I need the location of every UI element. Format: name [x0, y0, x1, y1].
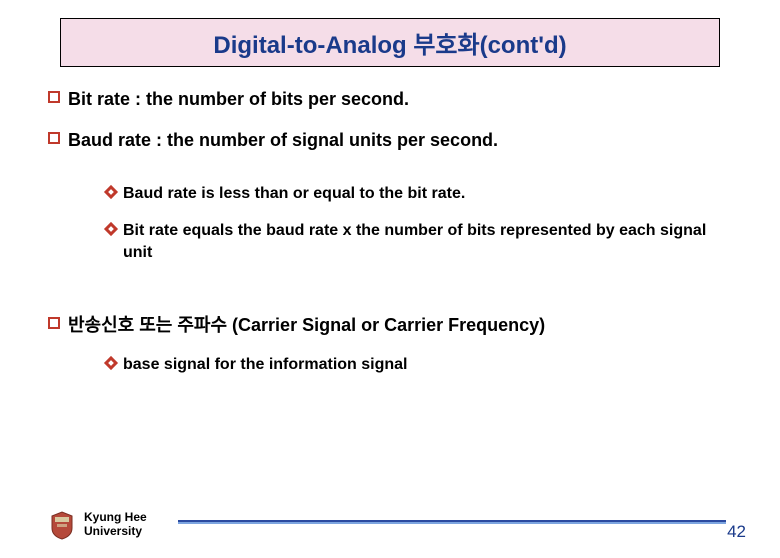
square-bullet-icon — [48, 317, 60, 329]
square-bullet-icon — [48, 132, 60, 144]
square-bullet-icon — [48, 91, 60, 103]
university-logo-icon — [48, 510, 76, 540]
diamond-bullet-icon — [106, 224, 116, 234]
slide-title: Digital-to-Analog 부호화(cont'd) — [213, 32, 566, 59]
footer: Kyung Hee University 42 — [0, 498, 780, 542]
item-text: base signal for the information signal — [123, 354, 407, 376]
content-area: Bit rate : the number of bits per second… — [48, 87, 732, 376]
footer-divider — [178, 520, 726, 524]
page-number: 42 — [727, 522, 746, 542]
university-block: Kyung Hee University — [48, 510, 147, 540]
diamond-bullet-icon — [106, 358, 116, 368]
diamond-bullet-icon — [106, 187, 116, 197]
item-text: Bit rate : the number of bits per second… — [68, 87, 409, 112]
list-item: Baud rate : the number of signal units p… — [48, 128, 732, 153]
university-line1: Kyung Hee — [84, 511, 147, 525]
title-box: Digital-to-Analog 부호화(cont'd) — [60, 18, 720, 67]
item-text: Baud rate is less than or equal to the b… — [123, 183, 465, 205]
list-item: Bit rate equals the baud rate x the numb… — [106, 220, 732, 265]
item-text: Baud rate : the number of signal units p… — [68, 128, 498, 153]
spacer — [48, 285, 732, 313]
item-text: Bit rate equals the baud rate x the numb… — [123, 220, 732, 265]
slide: Digital-to-Analog 부호화(cont'd) Bit rate :… — [0, 18, 780, 558]
list-item: Bit rate : the number of bits per second… — [48, 87, 732, 112]
list-item: Baud rate is less than or equal to the b… — [106, 183, 732, 205]
sub-list: Baud rate is less than or equal to the b… — [106, 183, 732, 264]
item-text: 반송신호 또는 주파수 (Carrier Signal or Carrier F… — [68, 313, 545, 338]
university-line2: University — [84, 525, 147, 539]
sub-list: base signal for the information signal — [106, 354, 732, 376]
list-item: 반송신호 또는 주파수 (Carrier Signal or Carrier F… — [48, 313, 732, 338]
list-item: base signal for the information signal — [106, 354, 732, 376]
university-name: Kyung Hee University — [84, 511, 147, 539]
